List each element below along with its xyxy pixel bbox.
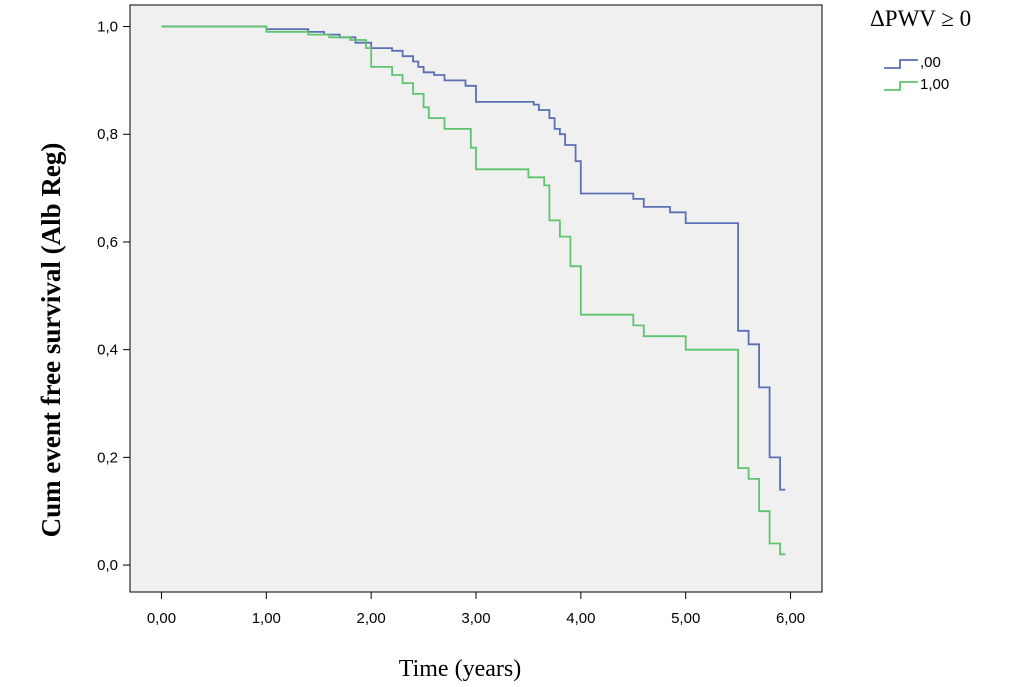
legend-swatch (884, 59, 918, 69)
x-tick-label: 4,00 (566, 610, 595, 627)
x-tick-label: 1,00 (252, 610, 281, 627)
y-tick-label: 0,8 (97, 126, 118, 143)
legend-title: ΔPWV ≥ 0 (870, 6, 971, 31)
x-tick-label: 6,00 (776, 610, 805, 627)
legend: ΔPWV ≥ 0 ,00 1,00 (870, 6, 971, 93)
x-axis-title: Time (years) (399, 656, 521, 682)
legend-swatch (884, 81, 918, 91)
x-tick-label: 2,00 (357, 610, 386, 627)
series-line-1 (161, 25, 786, 491)
y-tick-label: 1,0 (97, 19, 118, 36)
x-tick-label: 3,00 (461, 610, 490, 627)
y-tick-label: 0,6 (97, 234, 118, 251)
x-tick-label: 0,00 (147, 610, 176, 627)
y-axis: 0,0 0,2 0,4 0,6 0,8 1,0 (97, 19, 130, 574)
x-tick-label: 5,00 (671, 610, 700, 627)
y-tick-label: 0,2 (97, 449, 118, 466)
legend-label: ,00 (920, 54, 941, 71)
x-axis: 0,00 1,00 2,00 3,00 4,00 5,00 6,00 (147, 592, 805, 627)
legend-label: 1,00 (920, 76, 949, 93)
y-axis-title: Cum event free survival (Alb Reg) (36, 143, 66, 538)
y-tick-label: 0,0 (97, 557, 118, 574)
series-line-2 (161, 25, 786, 556)
plot-area (129, 4, 823, 593)
y-tick-label: 0,4 (97, 342, 118, 359)
series-layer (161, 25, 786, 556)
